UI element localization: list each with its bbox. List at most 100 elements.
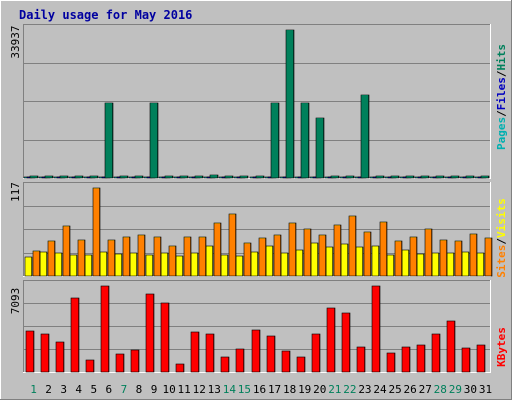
sites-bar xyxy=(416,253,425,277)
kbytes-max-label: 7093 xyxy=(9,288,22,315)
day-label: 30 xyxy=(464,383,477,396)
visits-bar xyxy=(153,236,162,277)
sites-bar xyxy=(129,252,138,277)
kbytes-bar xyxy=(175,363,185,373)
kbytes-bar xyxy=(85,359,95,373)
sites-bar xyxy=(371,245,380,277)
kbytes-bar xyxy=(296,356,306,373)
visits-bar xyxy=(484,237,493,277)
day-label: 9 xyxy=(151,383,158,396)
kbytes-axis-title: KBytes xyxy=(495,327,508,367)
visits-bar xyxy=(469,233,478,277)
hits-bar xyxy=(465,175,475,179)
hits-bar xyxy=(134,175,144,179)
sites-bar xyxy=(355,246,364,277)
hits-bar xyxy=(164,175,174,179)
sites-bar xyxy=(340,243,349,277)
hits-bar xyxy=(149,102,159,179)
visits-bar xyxy=(213,222,222,277)
visits-bar xyxy=(183,236,192,277)
chart-title: Daily usage for May 2016 xyxy=(19,8,192,22)
kbytes-bar xyxy=(356,346,366,373)
hits-bar xyxy=(104,102,114,179)
kbytes-bar xyxy=(25,330,35,373)
sites-bar xyxy=(325,246,334,277)
visits-bar xyxy=(318,234,327,277)
day-label: 22 xyxy=(343,383,356,396)
sites-bar xyxy=(54,252,63,277)
hits-bar xyxy=(315,117,325,179)
kbytes-legend: KBytes xyxy=(495,327,508,367)
visits-bar xyxy=(348,215,357,277)
hits-bar xyxy=(405,175,415,179)
day-label: 29 xyxy=(449,383,462,396)
sites-legend: Sites xyxy=(495,245,508,278)
sites-bar xyxy=(160,252,169,277)
kbytes-bar xyxy=(281,350,291,373)
hits-bar xyxy=(285,29,295,179)
kbytes-bar xyxy=(251,329,261,373)
day-label: 20 xyxy=(313,383,326,396)
hits-bar xyxy=(435,175,445,179)
sites-bar xyxy=(145,254,154,277)
hits-axis-title: Pages/Files/Hits xyxy=(495,44,508,150)
visits-bar xyxy=(379,221,388,277)
visits-max-label: 117 xyxy=(9,182,22,202)
day-label: 25 xyxy=(388,383,401,396)
hits-bar xyxy=(209,174,219,179)
kbytes-bar xyxy=(266,335,276,373)
kbytes-bar xyxy=(100,285,110,373)
sites-bar xyxy=(190,252,199,277)
hits-bar xyxy=(390,175,400,179)
sites-bar xyxy=(205,245,214,277)
sites-bar xyxy=(84,254,93,277)
kbytes-bar xyxy=(55,341,65,373)
pages-legend: Pages xyxy=(495,117,508,150)
day-label: 24 xyxy=(373,383,387,396)
hits-max-label: 33937 xyxy=(9,25,22,58)
visits-bar xyxy=(303,228,312,277)
hits-bar xyxy=(270,102,280,179)
sites-bar xyxy=(476,252,485,277)
kbytes-bar xyxy=(40,333,50,373)
visits-axis-title: Sites/Visits xyxy=(495,198,508,278)
files-legend: Files xyxy=(495,77,508,110)
visits-bar xyxy=(92,187,101,277)
day-label: 3 xyxy=(60,383,67,396)
hits-bar xyxy=(194,175,204,179)
visits-bar xyxy=(137,234,146,277)
visits-bar xyxy=(243,242,252,277)
day-label: 14 xyxy=(223,383,237,396)
kbytes-bar xyxy=(235,348,245,373)
day-label: 27 xyxy=(419,383,432,396)
hits-bar xyxy=(179,175,189,179)
day-label: 6 xyxy=(106,383,113,396)
visits-bar xyxy=(454,240,463,277)
sites-bar xyxy=(235,255,244,277)
day-label: 11 xyxy=(178,383,191,396)
hits-bar xyxy=(480,175,490,179)
kbytes-bar xyxy=(220,356,230,373)
kbytes-bar xyxy=(476,344,486,373)
visits-bar xyxy=(47,240,56,277)
sites-bar xyxy=(386,254,395,277)
day-label: 2 xyxy=(45,383,52,396)
kbytes-bar xyxy=(130,349,140,373)
kbytes-bar xyxy=(311,333,321,373)
visits-bar xyxy=(77,239,86,277)
day-label: 15 xyxy=(238,383,251,396)
hits-bar xyxy=(29,175,39,179)
day-label: 10 xyxy=(162,383,175,396)
kbytes-bar xyxy=(341,312,351,373)
kbytes-bar xyxy=(386,352,396,373)
hits-panel xyxy=(23,24,491,179)
hits-bar xyxy=(450,175,460,179)
day-labels: 1 2 3 4 5 6 7 8 9 10 11 12 13 14 15 16 17 18 19 20 21 22 23 24 2… xyxy=(30,383,492,396)
day-label: 5 xyxy=(90,383,97,396)
visits-bar xyxy=(62,225,71,277)
day-label: 8 xyxy=(136,383,143,396)
sites-bar xyxy=(114,253,123,277)
sites-bar xyxy=(250,251,259,277)
hits-bar xyxy=(375,175,385,179)
hits-bar xyxy=(345,175,355,179)
